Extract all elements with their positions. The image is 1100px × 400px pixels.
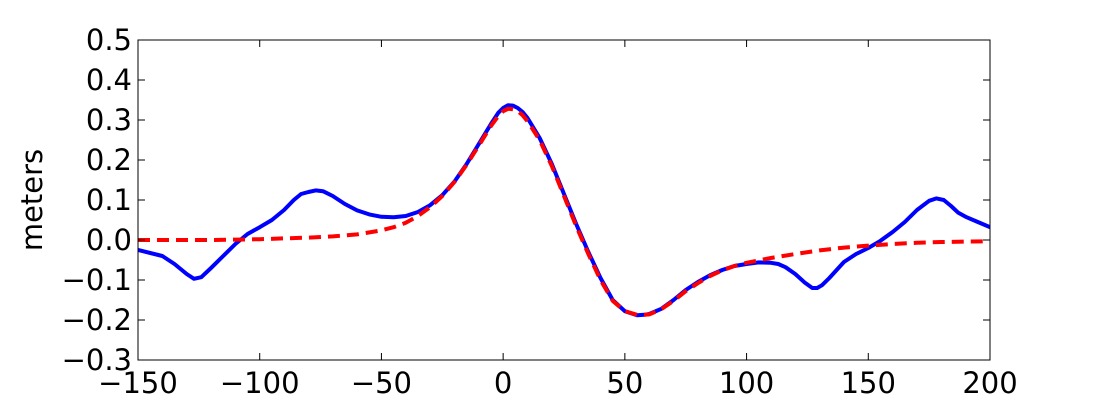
y-tick-label: 0.4 [86,63,132,97]
x-tick-label: 0 [494,366,512,400]
y-tick-label: 0.1 [86,183,132,217]
y-axis-label: meters [15,149,49,251]
y-tick-label: 0.5 [86,23,132,57]
x-tick-labels: −150 −100 −50 0 50 100 150 200 [98,366,1018,400]
x-tick-label: 150 [841,366,896,400]
tick-marks [137,39,991,361]
series-layer [138,103,990,318]
y-tick-label: 0.0 [86,223,132,257]
x-tick-label: 100 [719,366,774,400]
y-tick-labels: −0.3 −0.2 −0.1 0.0 0.1 0.2 0.3 0.4 0.5 [62,23,132,377]
y-tick-label: −0.1 [62,263,132,297]
y-tick-label: 0.3 [86,103,132,137]
series-line-2 [138,106,990,317]
x-tick-label: −100 [220,366,300,400]
y-tick-label: −0.2 [62,303,132,337]
x-tick-label: −50 [351,366,412,400]
x-tick-label: −150 [98,366,178,400]
x-tick-label: 50 [606,366,643,400]
x-tick-label: 200 [962,366,1017,400]
y-tick-label: 0.2 [86,143,132,177]
y-tick-label: −0.3 [62,343,132,377]
series-line-1 [138,103,990,318]
